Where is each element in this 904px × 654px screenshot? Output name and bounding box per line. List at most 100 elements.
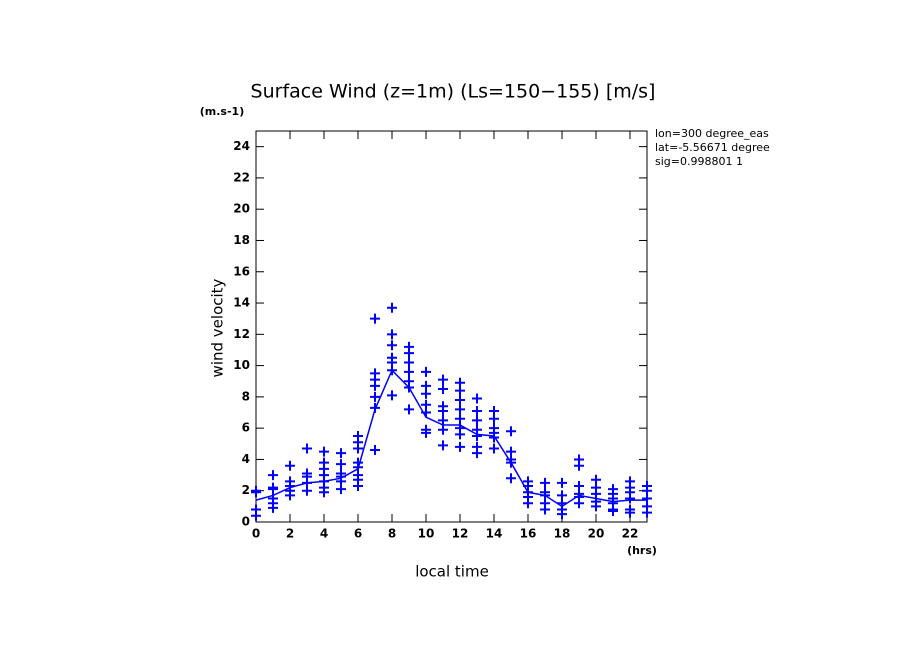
point — [438, 415, 448, 426]
x-tick-label: 18 — [554, 527, 571, 541]
point — [404, 348, 414, 359]
x-tick-label: 2 — [286, 527, 294, 541]
x-tick-label: 12 — [452, 527, 469, 541]
point — [251, 487, 261, 498]
point — [472, 415, 482, 426]
point — [302, 485, 312, 496]
point — [523, 498, 533, 509]
point — [438, 424, 448, 435]
annotation: lat=-5.56671 degree — [655, 141, 770, 154]
y-tick-label: 0 — [242, 515, 250, 529]
point — [506, 473, 516, 484]
mean-line — [255, 368, 647, 508]
point — [268, 502, 278, 513]
y-tick-label: 14 — [233, 296, 250, 310]
point — [251, 510, 261, 521]
x-tick-label: 20 — [588, 527, 605, 541]
y-tick-label: 6 — [242, 421, 250, 435]
x-unit: (hrs) — [627, 544, 657, 557]
x-tick-label: 0 — [252, 527, 260, 541]
point — [319, 487, 329, 498]
x-tick-label: 14 — [486, 527, 503, 541]
point — [421, 427, 431, 438]
point — [472, 430, 482, 441]
point — [387, 302, 397, 313]
plot-frame — [255, 130, 648, 523]
annotation: lon=300 degree_eas — [655, 127, 769, 140]
y-tick-label: 8 — [242, 389, 250, 403]
y-tick-label: 22 — [233, 170, 250, 184]
point — [370, 380, 380, 391]
point — [557, 477, 567, 488]
point — [438, 374, 448, 385]
chart-title: Surface Wind (z=1m) (Ls=150−155) [m/s] — [251, 81, 656, 103]
point — [370, 313, 380, 324]
y-tick-label: 10 — [233, 358, 250, 372]
x-tick-label: 8 — [388, 527, 396, 541]
y-tick-label: 16 — [233, 264, 250, 278]
x-tick-label: 6 — [354, 527, 362, 541]
point — [421, 388, 431, 399]
point — [370, 445, 380, 456]
point — [472, 405, 482, 416]
point — [404, 404, 414, 415]
point — [438, 384, 448, 395]
annotation-clip — [781, 120, 904, 180]
point — [574, 460, 584, 471]
point — [625, 493, 635, 504]
x-tick-label: 10 — [418, 527, 435, 541]
point — [319, 446, 329, 457]
y-tick-label: 2 — [242, 483, 250, 497]
point — [268, 470, 278, 481]
point — [455, 413, 465, 424]
point — [489, 443, 499, 454]
point — [285, 490, 295, 501]
point — [455, 441, 465, 452]
point — [540, 477, 550, 488]
x-tick-label: 16 — [520, 527, 537, 541]
point — [455, 429, 465, 440]
y-tick-label: 18 — [233, 233, 250, 247]
point — [455, 385, 465, 396]
x-axis-label: local time — [415, 563, 489, 581]
x-tick-label: 22 — [622, 527, 639, 541]
point — [404, 366, 414, 377]
point — [336, 448, 346, 459]
point — [336, 459, 346, 470]
point — [506, 426, 516, 437]
point — [489, 432, 499, 443]
point — [438, 405, 448, 416]
point — [540, 504, 550, 515]
point — [268, 484, 278, 495]
point — [336, 484, 346, 495]
point — [591, 501, 601, 512]
point — [455, 395, 465, 406]
y-tick-label: 24 — [233, 139, 250, 153]
point — [438, 440, 448, 451]
point — [302, 443, 312, 454]
y-axis-label: wind velocity — [209, 278, 227, 377]
point — [455, 404, 465, 415]
point — [387, 340, 397, 351]
point — [404, 357, 414, 368]
y-tick-label: 12 — [233, 327, 250, 341]
point — [608, 506, 618, 517]
point — [370, 391, 380, 402]
point — [421, 366, 431, 377]
point — [353, 443, 363, 454]
y-tick-label: 20 — [233, 202, 250, 216]
point — [642, 507, 652, 518]
point — [353, 481, 363, 492]
y-unit: (m.s-1) — [200, 105, 244, 118]
point — [387, 329, 397, 340]
point — [489, 413, 499, 424]
point — [387, 390, 397, 401]
point — [285, 460, 295, 471]
point — [557, 509, 567, 520]
point — [574, 498, 584, 509]
point — [472, 393, 482, 404]
annotation: sig=0.998801 1 — [655, 155, 743, 168]
point — [472, 448, 482, 459]
point — [625, 507, 635, 518]
